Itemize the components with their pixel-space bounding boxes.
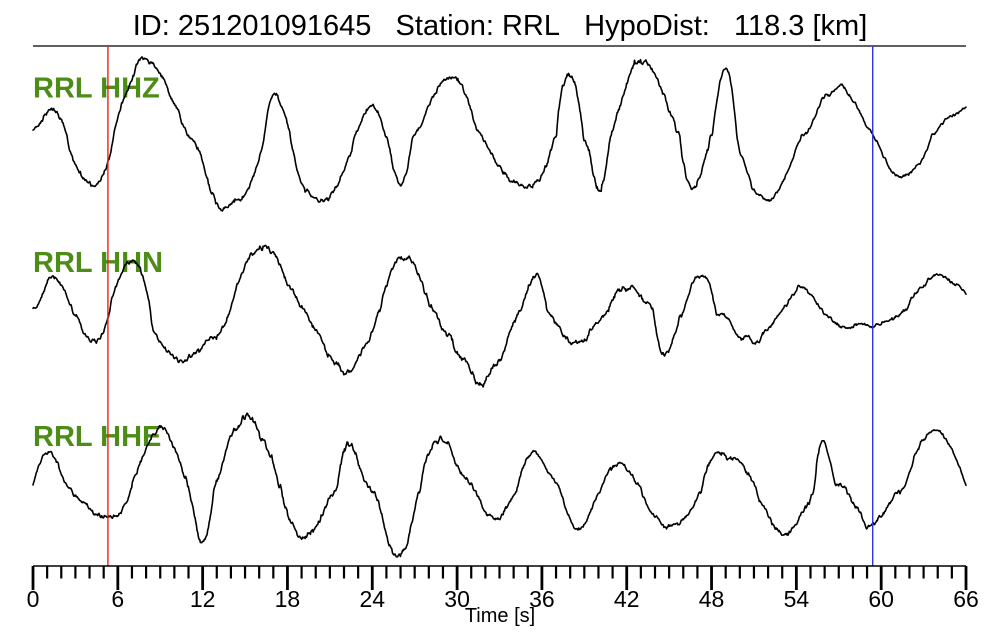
svg-text:0: 0 bbox=[27, 586, 40, 612]
svg-text:60: 60 bbox=[868, 586, 894, 612]
svg-text:RRL HHN: RRL HHN bbox=[33, 247, 163, 279]
svg-text:48: 48 bbox=[699, 586, 725, 612]
svg-text:12: 12 bbox=[190, 586, 216, 612]
svg-text:6: 6 bbox=[111, 586, 124, 612]
svg-text:ID: 251201091645 Station: RR: ID: 251201091645 Station: RRL HypoDist: … bbox=[133, 10, 868, 42]
svg-text:RRL HHE: RRL HHE bbox=[33, 421, 161, 453]
svg-text:54: 54 bbox=[784, 586, 810, 612]
svg-text:18: 18 bbox=[275, 586, 301, 612]
svg-text:42: 42 bbox=[614, 586, 640, 612]
svg-text:Time [s]: Time [s] bbox=[465, 605, 535, 627]
svg-text:66: 66 bbox=[953, 586, 979, 612]
svg-text:RRL HHZ: RRL HHZ bbox=[33, 73, 160, 105]
svg-text:24: 24 bbox=[359, 586, 385, 612]
